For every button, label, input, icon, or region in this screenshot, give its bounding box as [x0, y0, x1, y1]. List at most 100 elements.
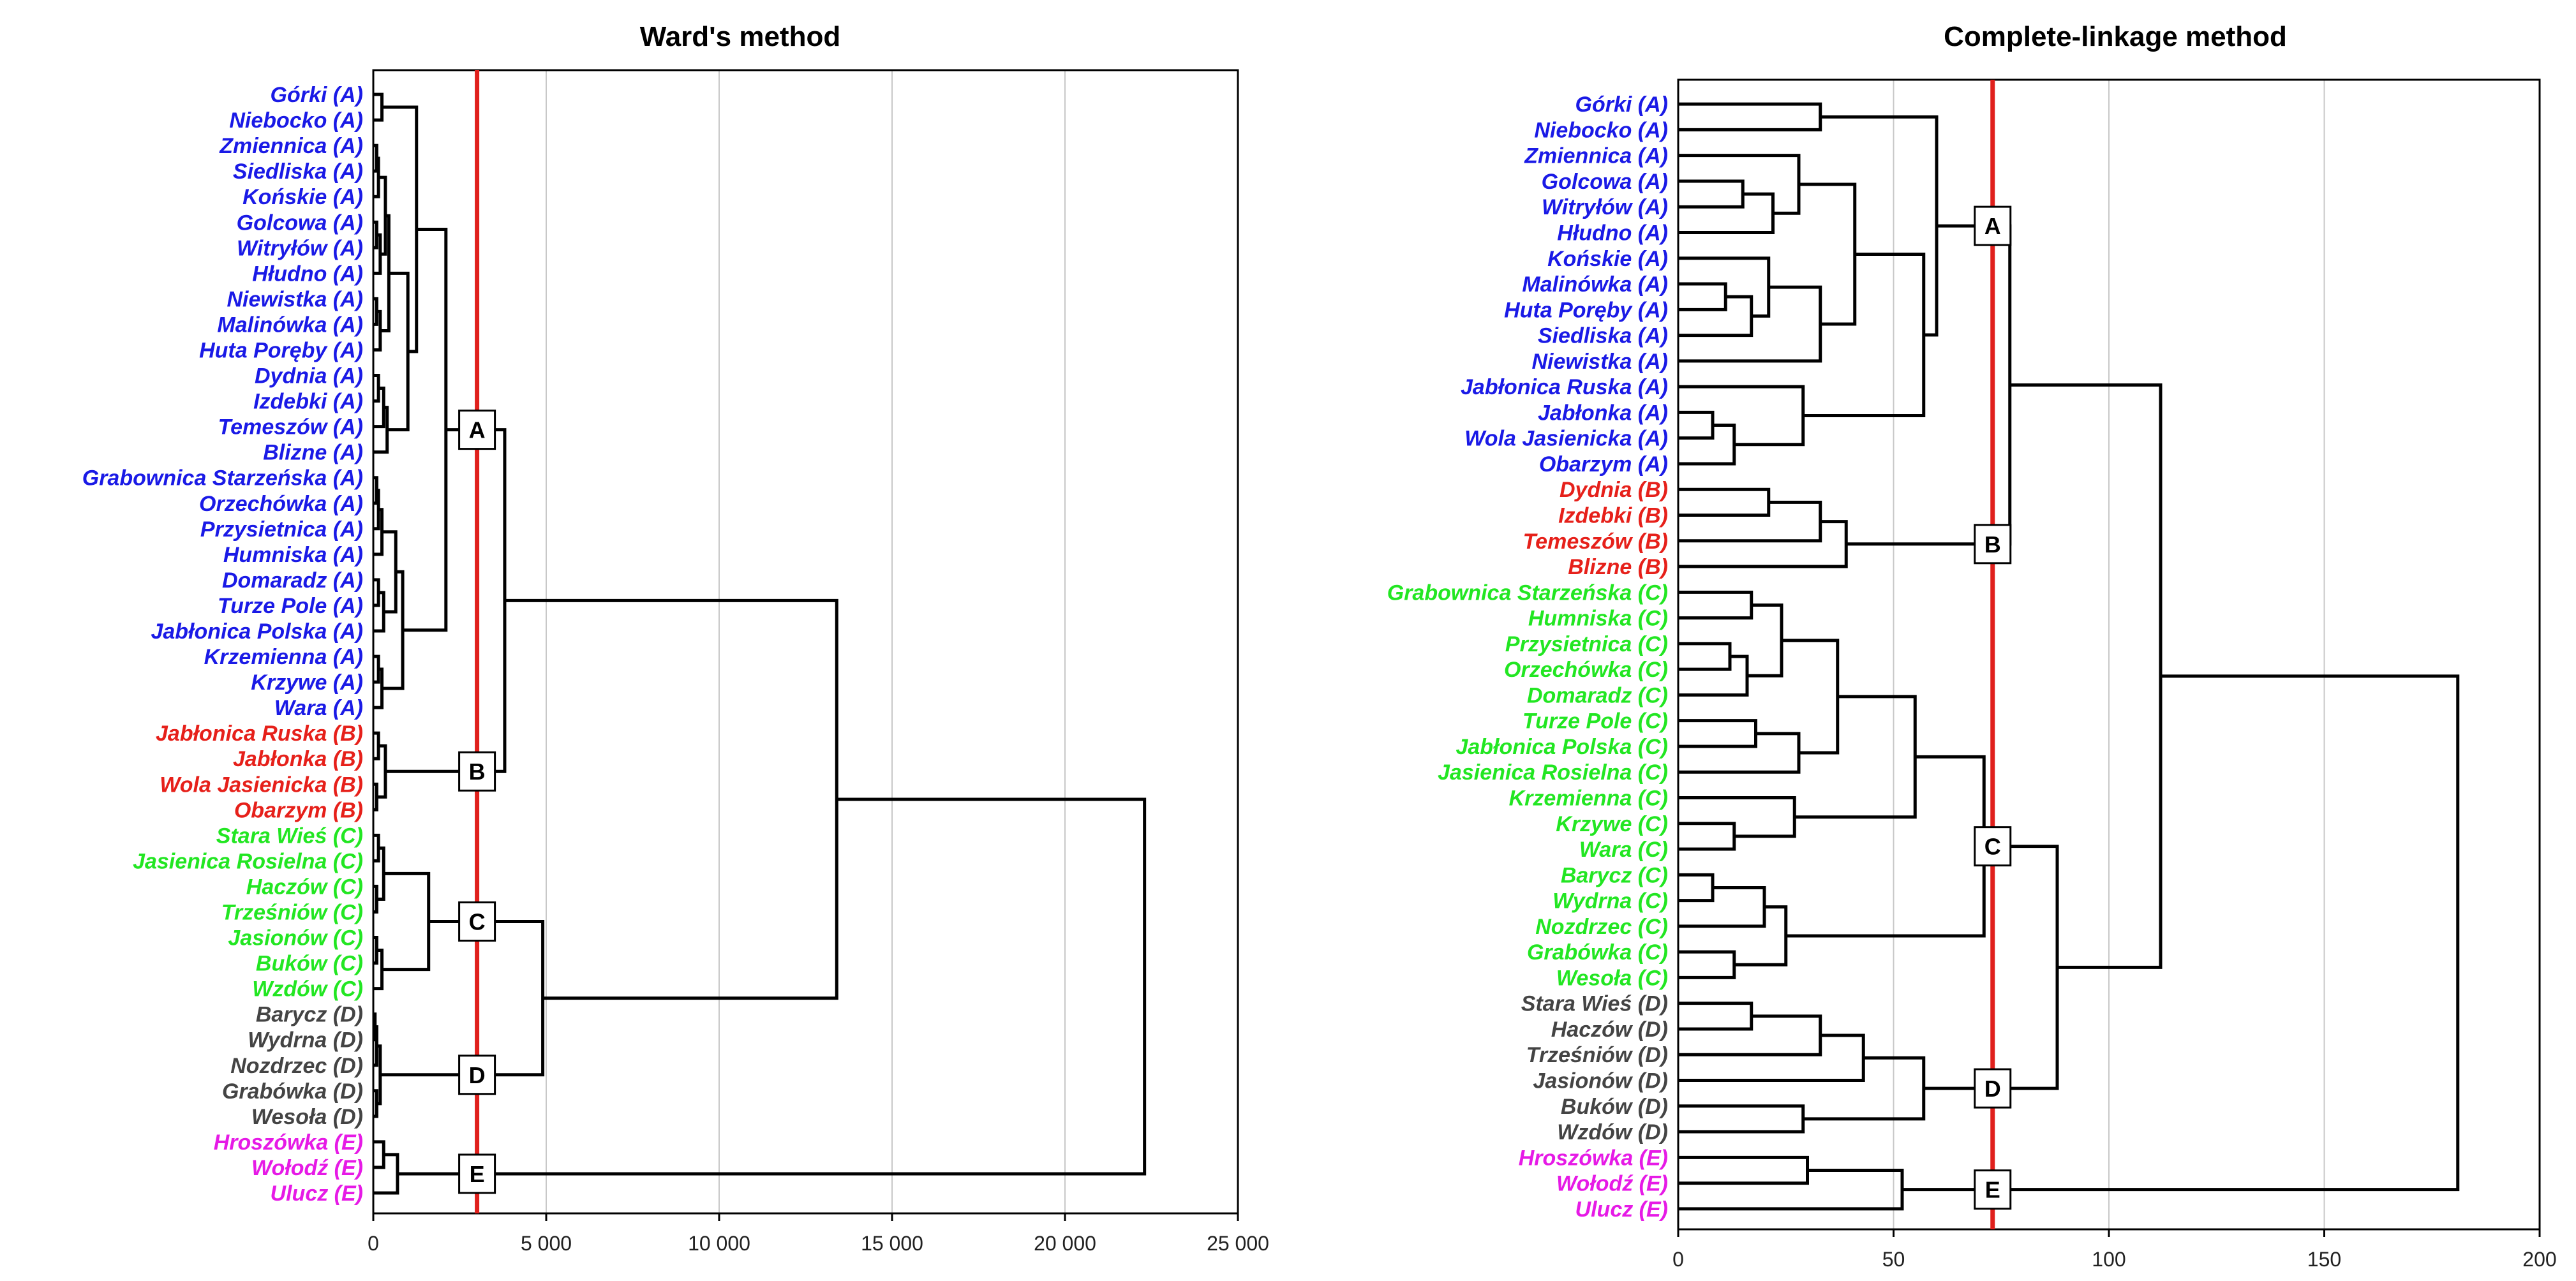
ward-dendrogram-link: [382, 105, 419, 353]
complete-leaf-label-wesola-c: Wesoła (C): [1556, 966, 1668, 990]
complete-cluster-box-b: B: [1974, 524, 2012, 565]
complete-dendrogram-link: [1678, 590, 1753, 620]
ward-plot-frame: [372, 69, 1239, 1215]
ward-leaf-label-wolodz-e: Wołodź (E): [251, 1156, 363, 1180]
complete-linkage-dendrogram-chart: Complete-linkage method 0 50 100 150 200 Górki…: [1387, 21, 2557, 1271]
complete-x-tick-label: 150: [2307, 1248, 2341, 1271]
complete-dendrogram-link: [1678, 424, 1736, 466]
ward-leaf-label-izdebki-a: Izdebki (A): [253, 390, 363, 414]
complete-dendrogram-link: [1794, 695, 1917, 819]
ward-leaf-label-malinowka-a: Malinówka (A): [217, 313, 363, 337]
complete-cluster-box-c: C: [1974, 826, 2012, 867]
complete-cluster-box-frame: [1974, 205, 2012, 246]
ward-leaf-label-gorki-a: Górki (A): [271, 83, 363, 107]
ward-cluster-box-frame: [458, 410, 496, 450]
ward-leaf-label-niewistka-a: Niewistka (A): [227, 287, 364, 311]
ward-leaf-label-stara-wies-c: Stara Wieś (C): [216, 824, 363, 848]
ward-leaf-label-jasienica-rosielna-c: Jasienica Rosielna (C): [133, 849, 363, 873]
ward-leaf-label-wydrna-d: Wydrna (D): [248, 1028, 363, 1053]
ward-cluster-box-frame: [458, 751, 496, 792]
complete-leaf-label-gorki-a: Górki (A): [1575, 93, 1668, 117]
ward-cluster-box-label: C: [469, 908, 486, 935]
ward-leaf-label-niebocko-a: Niebocko (A): [229, 108, 363, 133]
complete-dendrogram-link: [1820, 115, 1939, 337]
complete-dendrogram-link: [1678, 1014, 1822, 1056]
ward-leaf-label-wesola-d: Wesoła (D): [251, 1105, 363, 1129]
ward-x-tick-label: 0: [368, 1232, 379, 1255]
ward-leaf-label-przysietnica-a: Przysietnica (A): [200, 517, 363, 542]
complete-dendrogram-link: [1678, 410, 1715, 440]
complete-cluster-box-e: E: [1974, 1169, 2012, 1210]
ward-x-tick-label: 20 000: [1034, 1232, 1096, 1255]
ward-leaf-label-jablonica-ruska-b: Jabłonica Ruska (B): [156, 722, 363, 746]
complete-dendrogram-link: [1678, 1104, 1805, 1134]
ward-cluster-box-a: A: [458, 410, 496, 450]
ward-dendrogram-link: [504, 598, 838, 1000]
complete-dendrogram-link: [1678, 102, 1822, 131]
complete-dendrogram-link: [1678, 282, 1727, 311]
ward-leaf-label-wola-jasienicka-b: Wola Jasienicka (B): [160, 773, 363, 797]
ward-x-tick-label: 25 000: [1207, 1232, 1269, 1255]
ward-leaf-label-haczow-c: Haczów (C): [246, 875, 363, 899]
ward-dendrogram-link: [373, 1012, 377, 1042]
ward-leaf-label-wara-a: Wara (A): [274, 696, 363, 720]
complete-dendrogram-link: [1678, 500, 1822, 543]
complete-leaf-label-niewistka-a: Niewistka (A): [1532, 350, 1669, 374]
complete-leaf-label-malinowka-a: Malinówka (A): [1522, 272, 1668, 297]
ward-dendrogram-link: [380, 919, 545, 1077]
complete-leaf-label-haczow-d: Haczów (D): [1551, 1018, 1668, 1042]
complete-dendrogram-link: [1678, 1155, 1809, 1185]
complete-plot-frame: [1677, 78, 2541, 1231]
ward-cluster-box-frame: [458, 1055, 496, 1095]
ward-leaf-label-konskie-a: Końskie (A): [242, 185, 363, 209]
complete-leaf-label-witrylow-a: Witryłów (A): [1542, 195, 1668, 219]
complete-cluster-box-frame: [1974, 1068, 2012, 1109]
ward-cluster-box-label: E: [470, 1161, 485, 1187]
complete-dendrogram-link: [1678, 873, 1715, 903]
complete-dendrogram-link: [1782, 639, 1840, 755]
complete-leaf-label-hludno-a: Hłudno (A): [1557, 221, 1668, 246]
complete-cluster-box-label: D: [1984, 1076, 2001, 1102]
ward-x-tick-label: 10 000: [688, 1232, 750, 1255]
ward-leaf-label-ulucz-e: Ulucz (E): [271, 1181, 363, 1206]
complete-dendrogram-link: [2009, 383, 2163, 969]
ward-cluster-box-label: B: [469, 759, 486, 785]
complete-dendrogram-link: [1734, 905, 1788, 966]
complete-leaf-label-grabownica-starzenska-c: Grabownica Starzeńska (C): [1387, 581, 1668, 605]
ward-dendrogram-chart: Ward's method 0 5 000 10 000 15 000 20 000 25 …: [82, 21, 1269, 1255]
ward-leaf-label-hludno-a: Hłudno (A): [252, 262, 363, 286]
complete-dendrogram-link: [1678, 655, 1749, 697]
complete-leaf-label-obarzym-a: Obarzym (A): [1539, 452, 1668, 477]
complete-x-tick-label: 100: [2092, 1248, 2126, 1271]
ward-leaf-label-temeszow-a: Temeszów (A): [218, 415, 363, 440]
complete-cluster-box-d: D: [1974, 1068, 2012, 1109]
complete-leaf-label-wara-c: Wara (C): [1579, 838, 1668, 862]
ward-leaf-label-nozdrzec-d: Nozdrzec (D): [230, 1054, 363, 1078]
complete-cluster-box-frame: [1974, 1169, 2012, 1210]
complete-dendrogram-link: [1678, 822, 1736, 851]
complete-dendrogram-link: [1678, 154, 1801, 215]
complete-leaf-label-trzesniow-d: Trześniów (D): [1526, 1043, 1668, 1067]
complete-leaf-label-temeszow-b: Temeszów (B): [1523, 529, 1668, 554]
complete-leaf-label-orzechowka-c: Orzechówka (C): [1504, 658, 1668, 682]
complete-leaf-label-jablonica-ruska-a: Jabłonica Ruska (A): [1461, 375, 1668, 399]
ward-leaf-label-siedliska-a: Siedliska (A): [233, 159, 363, 184]
complete-leaf-label-wola-jasienicka-a: Wola Jasienicka (A): [1464, 427, 1668, 451]
complete-cluster-box-label: C: [1984, 834, 2001, 860]
ward-leaf-label-jasionow-c: Jasionów (C): [228, 926, 363, 951]
complete-leaf-label-hroszowka-e: Hroszówka (E): [1519, 1146, 1668, 1170]
ward-cluster-box-c: C: [458, 901, 496, 942]
ward-leaf-label-krzemienna-a: Krzemienna (A): [204, 645, 363, 669]
ward-leaf-label-hroszowka-e: Hroszówka (E): [214, 1130, 363, 1155]
complete-leaf-label-wydrna-c: Wydrna (C): [1552, 889, 1668, 914]
complete-leaf-label-jablonka-a: Jabłonka (A): [1538, 401, 1668, 425]
ward-leaf-label-turze-pole-a: Turze Pole (A): [218, 594, 363, 618]
complete-leaf-label-wolodz-e: Wołodź (E): [1556, 1172, 1668, 1196]
complete-leaf-label-humniska-c: Humniska (C): [1528, 607, 1668, 631]
ward-leaf-label-dydnia-a: Dydnia (A): [255, 364, 363, 389]
ward-leaf-label-blizne-a: Blizne (A): [263, 441, 363, 465]
complete-leaf-label-grabowka-c: Grabówka (C): [1527, 940, 1668, 965]
complete-cluster-box-label: B: [1984, 531, 2001, 558]
complete-leaf-label-siedliska-a: Siedliska (A): [1538, 324, 1668, 348]
complete-leaf-label-huta-poreby-a: Huta Poręby (A): [1504, 298, 1668, 322]
